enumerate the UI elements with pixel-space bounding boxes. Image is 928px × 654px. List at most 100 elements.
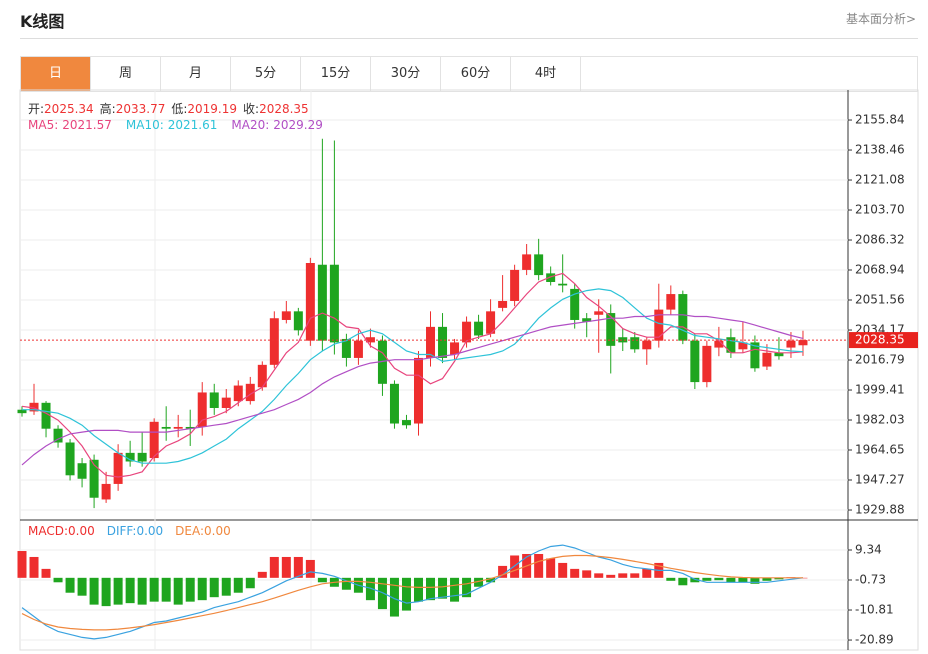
candle-body	[113, 452, 123, 484]
legend-value: 0.00	[204, 524, 231, 538]
macd-bar	[29, 556, 39, 578]
candle-body	[101, 483, 111, 500]
legend-value: 0.00	[136, 524, 164, 538]
ma-line	[21, 314, 804, 466]
candle-body	[714, 340, 724, 348]
candle-body	[125, 452, 135, 462]
y-tick-label: 2103.70	[855, 203, 905, 217]
legend-value: 0.00	[68, 524, 95, 538]
y-tick-label: -0.73	[855, 572, 886, 586]
macd-bar	[245, 577, 255, 589]
macd-bar	[438, 577, 448, 599]
tab[interactable]: 4时	[511, 57, 581, 91]
candle-body	[642, 340, 652, 350]
ohlc-info: 开:2025.34 高:2033.77 低:2019.19 收:2028.35	[28, 100, 315, 117]
macd-bar	[738, 577, 748, 583]
macd-bar	[546, 558, 556, 578]
macd-bar	[774, 577, 784, 580]
period-tabs: 日周月 5分 15分 30分 60分 4时	[20, 56, 918, 92]
last-price-tag	[849, 332, 918, 349]
legend-label: DEA:	[175, 524, 205, 538]
macd-bar	[630, 573, 640, 578]
candle-body	[137, 452, 147, 462]
macd-bar	[726, 577, 736, 583]
macd-bar	[426, 577, 436, 601]
fundamental-link[interactable]: 基本面分析>	[845, 12, 916, 26]
candle-body	[413, 357, 423, 424]
macd-bar	[365, 577, 375, 601]
macd-bar	[65, 577, 75, 593]
candle-body	[161, 426, 171, 429]
candle-body	[209, 392, 219, 408]
macd-bar	[149, 577, 159, 602]
macd-bar	[678, 577, 688, 586]
y-tick-label: 2138.46	[855, 143, 905, 157]
info-value: 2025.34	[44, 102, 94, 116]
info-value: 2028.35	[259, 102, 309, 116]
legend-value: 2029.29	[273, 118, 323, 132]
candle-body	[762, 352, 772, 367]
macd-bar	[606, 574, 616, 578]
macd-bar	[462, 577, 472, 598]
candle-body	[197, 392, 207, 427]
candle-body	[666, 294, 676, 310]
macd-bar	[293, 556, 303, 578]
tab[interactable]: 周	[91, 57, 161, 91]
tab[interactable]: 30分	[371, 57, 441, 91]
macd-bar	[197, 577, 207, 601]
candle-body	[389, 383, 399, 424]
macd-bar	[389, 577, 399, 617]
macd-bar	[558, 562, 568, 578]
macd-bar	[690, 577, 700, 583]
macd-bar	[101, 577, 111, 607]
candle-body	[702, 345, 712, 383]
candle-body	[185, 426, 195, 429]
candle-body	[786, 340, 796, 348]
macd-bar	[221, 577, 231, 596]
tab[interactable]: 60分	[441, 57, 511, 91]
macd-legend: MACD:0.00 DIFF:0.00 DEA:0.00	[28, 524, 243, 538]
candle-body	[365, 337, 375, 343]
y-tick-label: -20.89	[855, 633, 894, 647]
y-tick-label: 1947.27	[855, 473, 905, 487]
macd-bar	[582, 570, 592, 578]
tab[interactable]: 15分	[301, 57, 371, 91]
candle-body	[570, 288, 580, 320]
candle-body	[281, 311, 291, 320]
candle-body	[438, 326, 448, 358]
candle-body	[173, 426, 183, 429]
candle-body	[678, 294, 688, 341]
macd-bar	[510, 555, 520, 578]
macd-bar	[486, 577, 496, 583]
macd-bar	[498, 565, 508, 578]
candle-body	[149, 421, 159, 459]
info-label: 开:	[28, 102, 45, 116]
tab[interactable]: 日	[21, 57, 91, 91]
legend-value: 2021.57	[62, 118, 112, 132]
tab[interactable]: 月	[161, 57, 231, 91]
info-label: 高:	[99, 102, 116, 116]
info-label: 低:	[171, 102, 188, 116]
macd-bar	[113, 577, 123, 605]
macd-bar	[209, 577, 219, 598]
tab[interactable]: 5分	[231, 57, 301, 91]
y-tick-label: 2086.32	[855, 233, 905, 247]
info-value: 2033.77	[115, 102, 166, 116]
candle-body	[534, 254, 544, 276]
macd-bar	[750, 577, 760, 584]
macd-bar	[17, 551, 27, 578]
macd-bar	[161, 577, 171, 602]
y-tick-label: 1999.41	[855, 383, 905, 397]
legend-label: MACD:	[28, 524, 69, 538]
y-tick-label: 2121.08	[855, 173, 905, 187]
macd-bar	[450, 577, 460, 602]
candle-body	[293, 311, 303, 331]
macd-bar	[413, 577, 423, 602]
macd-bar	[594, 573, 604, 578]
macd-bar	[53, 577, 63, 583]
y-tick-label: -10.81	[855, 603, 894, 617]
macd-bar	[341, 577, 351, 590]
ma-line	[21, 272, 804, 478]
